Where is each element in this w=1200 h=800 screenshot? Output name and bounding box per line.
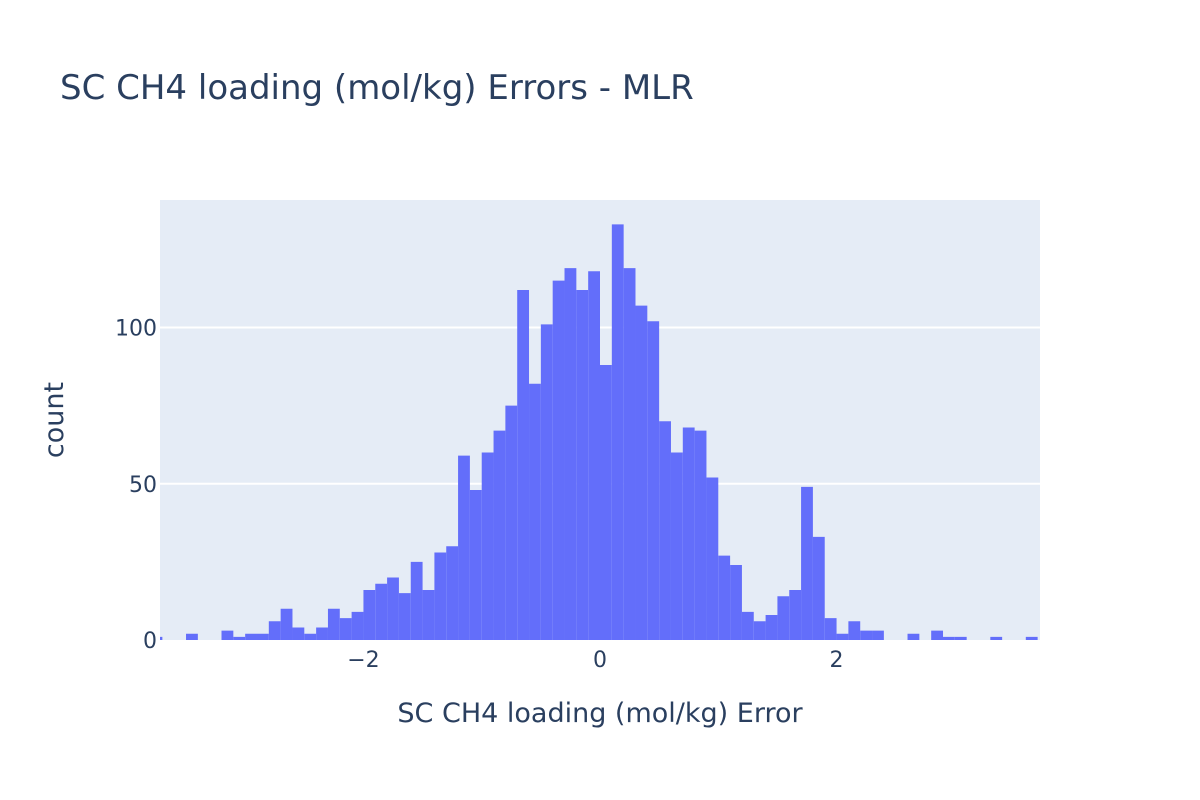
histogram-bar	[718, 555, 731, 640]
histogram-bar	[801, 486, 813, 640]
histogram-bars	[160, 224, 1038, 640]
histogram-bar	[659, 421, 671, 640]
histogram-bar	[836, 633, 849, 640]
histogram-bar	[990, 636, 1003, 640]
histogram-bar	[943, 636, 955, 640]
histogram-bar	[339, 618, 352, 640]
histogram-bar	[434, 552, 447, 640]
histogram-bar	[375, 583, 388, 640]
histogram-bar	[505, 405, 518, 640]
histogram-bar	[907, 633, 920, 640]
x-axis-title: SC CH4 loading (mol/kg) Error	[397, 698, 803, 729]
y-axis-ticks: 0 50 100	[115, 317, 157, 655]
histogram-bar	[446, 546, 459, 640]
histogram-bar	[327, 608, 340, 640]
histogram-bar	[268, 621, 281, 640]
histogram-bar	[824, 618, 837, 640]
x-tick-label: −2	[347, 648, 379, 673]
histogram-bar	[753, 621, 766, 640]
histogram-bar	[280, 608, 293, 640]
histogram-bar	[730, 565, 742, 640]
histogram-bar	[422, 590, 435, 640]
histogram-bar	[670, 452, 683, 640]
histogram-bar	[706, 477, 719, 640]
histogram-bar	[351, 611, 364, 640]
histogram-bar	[931, 630, 944, 640]
histogram-bar	[647, 321, 660, 640]
histogram-bar	[481, 452, 494, 640]
histogram-bar	[529, 383, 541, 640]
y-axis-title: count	[39, 382, 70, 458]
histogram-bar	[160, 636, 163, 640]
histogram-bar	[872, 630, 884, 640]
histogram-bar	[469, 490, 482, 640]
y-tick-label: 0	[143, 629, 157, 654]
histogram-bar	[600, 365, 612, 640]
histogram-bar	[316, 627, 328, 640]
histogram-bar	[623, 268, 636, 640]
histogram-bar	[552, 280, 565, 640]
chart-title: SC CH4 loading (mol/kg) Errors - MLR	[60, 68, 694, 108]
histogram-bar	[410, 561, 423, 640]
histogram-bar	[245, 633, 257, 640]
histogram-bar	[848, 621, 861, 640]
histogram-bar	[694, 430, 707, 640]
histogram-bar	[682, 427, 695, 640]
histogram-bar	[741, 611, 754, 640]
x-tick-label: 0	[593, 648, 607, 673]
histogram-bar	[493, 430, 506, 640]
y-tick-label: 100	[115, 317, 157, 342]
histogram-bar	[363, 590, 376, 640]
histogram-bar	[387, 577, 399, 640]
histogram-bar	[860, 630, 873, 640]
histogram-bar	[233, 636, 246, 640]
histogram-bar	[576, 290, 589, 640]
histogram-bar	[304, 633, 317, 640]
histogram-bar	[458, 455, 470, 640]
histogram-bar	[789, 590, 802, 640]
histogram-bar	[540, 324, 553, 640]
histogram-bar	[954, 636, 967, 640]
histogram-bar	[635, 305, 648, 640]
y-tick-label: 50	[129, 473, 157, 498]
histogram-bar	[256, 633, 269, 640]
histogram-bar	[292, 627, 305, 640]
histogram-bar	[588, 271, 600, 640]
histogram-bar	[1025, 636, 1038, 640]
histogram-bar	[765, 615, 778, 640]
histogram-bar	[611, 224, 624, 640]
histogram-bar	[564, 268, 577, 640]
histogram-bar	[221, 630, 234, 640]
histogram-bar	[812, 536, 825, 640]
histogram-bar	[398, 593, 411, 640]
histogram-bar	[186, 633, 198, 640]
x-tick-label: 2	[830, 648, 844, 673]
x-axis-ticks: −2 0 2	[347, 648, 843, 673]
histogram-bar	[517, 290, 530, 640]
histogram-bar	[777, 596, 790, 640]
